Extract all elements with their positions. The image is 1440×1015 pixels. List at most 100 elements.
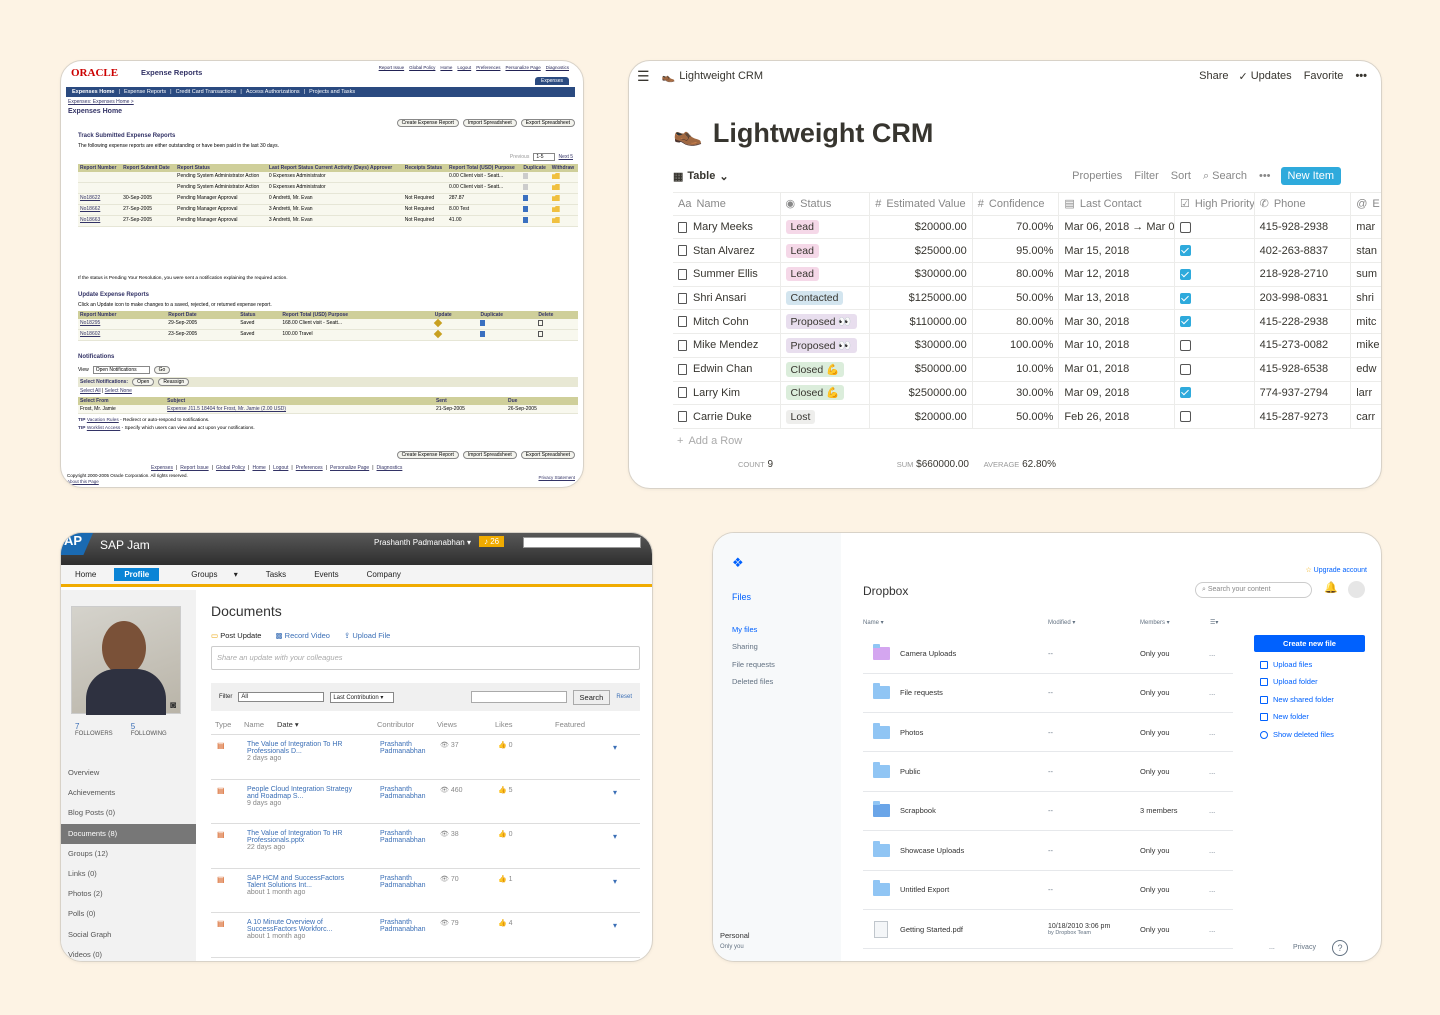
phone-cell[interactable]: 402-263-8837 (1255, 239, 1352, 263)
date-cell[interactable]: Mar 01, 2018 (1059, 357, 1175, 381)
withdraw-icon[interactable] (551, 173, 560, 179)
col-status[interactable]: ◉ Status (781, 193, 871, 215)
file-row[interactable]: Scrapbook -- 3 members... (863, 792, 1233, 832)
search-button[interactable]: Search (1212, 170, 1247, 182)
record-video-button[interactable]: ▩ Record Video (275, 631, 330, 640)
thumbs-up-icon[interactable]: 👍 (498, 831, 507, 838)
thumbs-up-icon[interactable]: 👍 (498, 920, 507, 927)
phone-cell[interactable]: 415-928-6538 (1255, 357, 1352, 381)
pager-next[interactable]: Next 5 (558, 154, 573, 160)
account-switcher[interactable]: Personal (720, 931, 750, 940)
properties-button[interactable]: Properties (1072, 170, 1123, 182)
col-phone[interactable]: ✆ Phone (1255, 193, 1352, 215)
about-link[interactable]: About this Page (67, 479, 99, 484)
go-button[interactable]: Go (153, 366, 171, 374)
col-priority[interactable]: ☑ High Priority (1175, 193, 1255, 215)
status-cell[interactable]: Lead (781, 263, 871, 286)
cell[interactable] (78, 172, 122, 183)
email-cell[interactable]: edw (1351, 358, 1381, 381)
status-cell[interactable]: Lead (781, 239, 871, 263)
table-row[interactable]: Summer Ellis Lead $30000.00 80.00% Mar 12, 2… (673, 263, 1381, 287)
withdraw-icon[interactable] (551, 206, 560, 212)
report-link[interactable]: No18662 (78, 204, 122, 216)
priority-checkbox[interactable] (1179, 411, 1191, 423)
subtab-access[interactable]: Access Authorizations (245, 89, 300, 95)
value-cell[interactable]: $30000.00 (870, 334, 973, 357)
report-link[interactable]: No18663 (78, 215, 122, 227)
col-contributor[interactable]: Contributor (377, 720, 415, 729)
side-item-social[interactable]: Social Graph (68, 929, 112, 939)
file-row[interactable]: Showcase Uploads -- Only you... (863, 831, 1233, 871)
side-item-polls[interactable]: Polls (0) (68, 909, 96, 919)
confidence-cell[interactable]: 10.00% (973, 357, 1060, 381)
thumbs-up-icon[interactable]: 👍 (498, 875, 507, 883)
contributor-link[interactable]: Prashanth Padmanabhan (380, 874, 426, 889)
contributor-link[interactable]: Prashanth Padmanabhan (380, 785, 426, 800)
search-button[interactable]: Search (572, 689, 611, 705)
email-cell[interactable]: mar (1351, 216, 1381, 239)
subtab-credit-card[interactable]: Credit Card Transactions (175, 89, 237, 95)
col-date[interactable]: Date ▾ (277, 720, 299, 729)
footer-link[interactable]: Personalize Page (330, 465, 370, 471)
footer-link[interactable]: Expenses (151, 465, 173, 471)
phone-cell[interactable]: 415-928-2938 (1255, 215, 1352, 239)
file-row[interactable]: File requests -- Only you... (863, 673, 1233, 713)
col-confidence[interactable]: # Confidence (973, 193, 1060, 215)
confidence-cell[interactable]: 30.00% (973, 381, 1060, 405)
more-icon[interactable]: ... (1209, 648, 1216, 658)
table-row[interactable]: Mary Meeks Lead $20000.00 70.00% Mar 06, 201… (673, 215, 1381, 240)
thumbs-up-icon[interactable]: 👍 (498, 786, 507, 794)
vacation-rules-link[interactable]: Vacation Rules (86, 418, 119, 423)
duplicate-icon[interactable] (480, 331, 486, 337)
duplicate-icon[interactable] (523, 184, 529, 190)
global-link[interactable]: Personalize Page (505, 65, 541, 70)
file-row[interactable]: Getting Started.pdf 10/18/2010 3:06 pm by … (863, 910, 1233, 950)
report-link[interactable]: No18295 (78, 319, 167, 330)
confidence-cell[interactable]: 80.00% (973, 310, 1060, 334)
phone-cell[interactable]: 415-273-0082 (1255, 334, 1352, 357)
priority-checkbox[interactable] (1179, 363, 1191, 375)
update-input[interactable]: Share an update with your colleagues (211, 646, 640, 670)
confidence-cell[interactable]: 70.00% (973, 215, 1060, 239)
nav-files[interactable]: Files (732, 592, 752, 602)
col-name[interactable]: Name ▾ (863, 620, 884, 626)
phone-cell[interactable]: 774-937-2794 (1255, 381, 1352, 405)
duplicate-icon[interactable] (480, 320, 486, 326)
doc-search-input[interactable] (470, 691, 567, 703)
favorite-button[interactable]: Favorite (1303, 70, 1344, 82)
col-last-contact[interactable]: ▤ Last Contact (1059, 193, 1175, 215)
subtab-home[interactable]: Expenses Home (72, 89, 115, 95)
file-name[interactable]: File requests (900, 688, 943, 698)
more-icon[interactable]: ... (1209, 885, 1216, 895)
global-link[interactable]: Home (440, 65, 453, 70)
more-icon[interactable]: ••• (1355, 70, 1367, 82)
report-link[interactable]: No18602 (78, 329, 167, 341)
file-row[interactable]: Photos -- Only you... (863, 713, 1233, 753)
col-value[interactable]: # Estimated Value (870, 193, 973, 215)
table-row[interactable]: Stan Alvarez Lead $25000.00 95.00% Mar 15, 2… (673, 239, 1381, 264)
avg-calc[interactable]: AVERAGE 62.80% (974, 459, 1061, 470)
value-cell[interactable]: $20000.00 (870, 405, 973, 428)
table-row[interactable]: Carrie Duke Lost $20000.00 50.00% Feb 26, 20… (673, 405, 1381, 429)
name-cell[interactable]: Stan Alvarez (673, 239, 781, 263)
col-likes[interactable]: Likes (495, 720, 513, 729)
table-row[interactable]: Mitch Cohn Proposed 👀 $110000.00 80.00% Mar … (673, 310, 1381, 335)
upload-file-button[interactable]: ⇪ Upload File (344, 631, 390, 640)
trash-icon[interactable]: ▾ (613, 921, 618, 930)
doc-title-link[interactable]: The Value of Integration To HR Professio… (247, 741, 343, 755)
file-name[interactable]: Photos (900, 727, 924, 737)
phone-cell[interactable]: 415-228-2938 (1255, 310, 1352, 334)
breadcrumb[interactable]: Expenses: Expenses Home > (68, 99, 134, 105)
duplicate-icon[interactable] (523, 195, 529, 201)
filter-select[interactable]: All (238, 692, 325, 702)
status-cell[interactable]: Closed 💪 (781, 357, 871, 381)
select-all-link[interactable]: Select All (80, 388, 101, 394)
col-name[interactable]: Aa Name (673, 193, 781, 215)
notif-subject-link[interactable]: Expense J11.5 18404 for Frost, Mr. Jamie… (165, 405, 434, 414)
new-item-button[interactable]: New Item (1280, 167, 1341, 185)
help-icon[interactable]: ? (1332, 940, 1348, 956)
nav-tasks[interactable]: Tasks (265, 570, 287, 579)
date-cell[interactable]: Mar 15, 2018 (1059, 239, 1175, 263)
create-report-button[interactable]: Create Expense Report (396, 119, 459, 127)
filter-button[interactable]: Filter (1134, 170, 1159, 182)
